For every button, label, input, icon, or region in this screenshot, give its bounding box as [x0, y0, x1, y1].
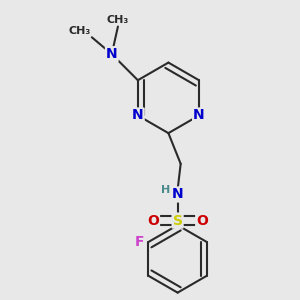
Text: H: H — [161, 185, 170, 195]
Text: CH₃: CH₃ — [68, 26, 90, 36]
Text: S: S — [172, 214, 183, 227]
Text: CH₃: CH₃ — [107, 15, 129, 25]
Text: O: O — [196, 214, 208, 227]
Text: N: N — [172, 188, 183, 202]
Text: F: F — [134, 235, 144, 249]
Text: N: N — [106, 47, 118, 61]
Text: N: N — [132, 109, 144, 122]
Text: O: O — [147, 214, 159, 227]
Text: N: N — [193, 109, 205, 122]
